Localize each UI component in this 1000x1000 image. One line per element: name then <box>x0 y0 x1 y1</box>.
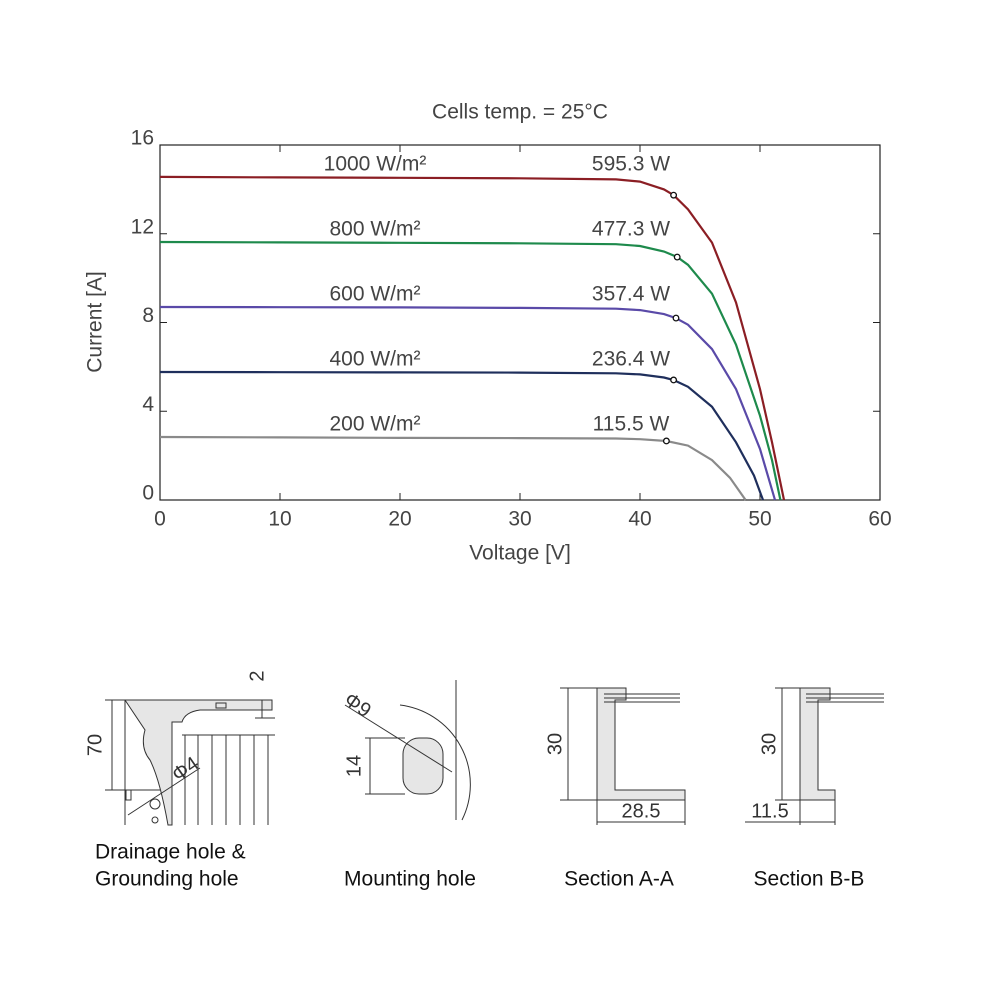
drawing-section-a: 30 28.5 Section A-A <box>544 687 686 891</box>
mpp-marker <box>672 314 680 322</box>
chart-title: Cells temp. = 25°C <box>432 101 608 124</box>
caption: Mounting hole <box>344 868 476 891</box>
x-tick-label: 60 <box>868 508 891 531</box>
profile <box>596 687 686 801</box>
mpp-label: 477.3 W <box>592 218 670 241</box>
glass-lines <box>105 699 275 825</box>
hole <box>402 737 444 795</box>
y-tick-label: 8 <box>142 304 154 327</box>
frame-profile <box>124 699 273 826</box>
dimension: 30 <box>758 733 780 755</box>
series-label: 200 W/m² <box>329 413 420 436</box>
series-label: 800 W/m² <box>329 218 420 241</box>
caption: Drainage hole & <box>95 841 246 864</box>
x-tick-label: 0 <box>154 508 166 531</box>
caption: Grounding hole <box>95 868 239 891</box>
iv-curve <box>159 305 777 501</box>
profile <box>799 687 836 801</box>
y-tick-label: 0 <box>142 482 154 505</box>
dimension: 14 <box>343 755 365 777</box>
mpp-marker <box>670 376 678 384</box>
mpp-marker <box>670 191 678 199</box>
x-tick-label: 20 <box>388 508 411 531</box>
caption: Section A-A <box>564 868 674 891</box>
mpp-marker <box>662 437 670 445</box>
dimension: Φ9 <box>340 689 375 723</box>
series-label: 1000 W/m² <box>324 152 427 175</box>
series-label: 400 W/m² <box>329 348 420 371</box>
x-tick-label: 40 <box>628 508 651 531</box>
drawing-mounting: 14 Φ9 Mounting hole <box>340 680 476 891</box>
y-tick-label: 12 <box>131 215 154 238</box>
iv-curve <box>159 175 786 501</box>
iv-curve <box>159 240 782 501</box>
dimension: 11.5 <box>751 800 788 822</box>
drawing-section-b: 30 11.5 Section B-B <box>745 687 884 891</box>
mpp-label: 357.4 W <box>592 283 670 306</box>
iv-curve <box>159 370 765 501</box>
dimension: 30 <box>544 733 566 755</box>
x-axis-label: Voltage [V] <box>469 542 571 565</box>
dimension: 28.5 <box>622 800 661 822</box>
drawing-drainage: 2 70 Φ4 Drainage hole & Grounding hole <box>84 670 275 891</box>
iv-curve <box>159 435 747 501</box>
x-tick-label: 50 <box>748 508 771 531</box>
x-tick-label: 10 <box>268 508 291 531</box>
dimension: 2 <box>246 670 268 681</box>
dimension: 70 <box>84 734 106 756</box>
mpp-marker <box>673 253 681 261</box>
mpp-label: 595.3 W <box>592 152 670 175</box>
x-tick-label: 30 <box>508 508 531 531</box>
y-axis-label: Current [A] <box>84 271 107 373</box>
caption: Section B-B <box>754 868 865 891</box>
y-tick-label: 16 <box>131 127 154 150</box>
y-tick-label: 4 <box>142 393 154 416</box>
series-label: 600 W/m² <box>329 283 420 306</box>
mpp-label: 115.5 W <box>593 413 670 436</box>
mpp-label: 236.4 W <box>592 348 670 371</box>
